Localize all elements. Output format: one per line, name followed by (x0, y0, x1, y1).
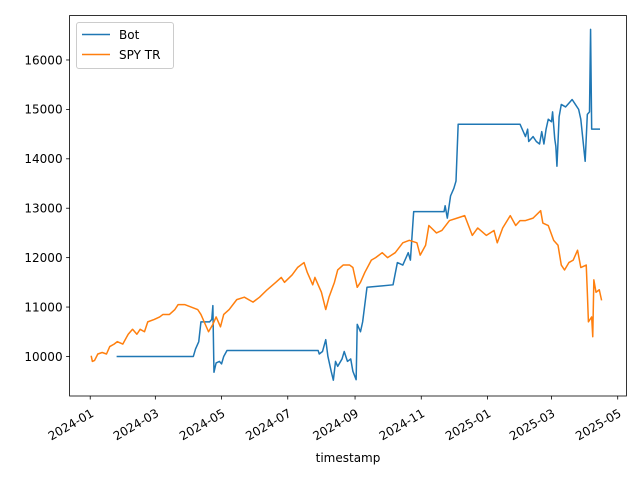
y-tick-label: 13000 (24, 202, 62, 216)
y-tick-label: 15000 (24, 103, 62, 117)
series-line-1 (90, 209, 603, 363)
x-axis: 2024-01 2024-03 2024-05 2024-07 2024-09 2024-… (46, 396, 624, 443)
x-tick-label: 2024-01 (46, 406, 96, 443)
series-layer (90, 28, 603, 381)
y-tick-label: 16000 (24, 53, 62, 67)
y-tick-label: 12000 (24, 251, 62, 265)
plot-frame (69, 15, 627, 397)
x-tick-label: 2024-05 (177, 406, 227, 443)
x-axis-label: timestamp (316, 451, 381, 465)
x-tick-label: 2025-03 (507, 406, 557, 443)
x-tick-label: 2024-07 (243, 406, 293, 443)
legend-entry-1: SPY TR (119, 48, 160, 62)
y-axis: 10000 11000 12000 13000 14000 15000 16000 (24, 53, 70, 364)
x-tick-label: 2024-09 (311, 406, 361, 443)
x-tick-label: 2024-11 (377, 406, 427, 443)
y-tick-label: 10000 (24, 350, 62, 364)
y-tick-label: 11000 (24, 300, 62, 314)
x-tick-label: 2025-01 (443, 406, 493, 443)
x-tick-label: 2024-03 (111, 406, 161, 443)
y-tick-label: 14000 (24, 152, 62, 166)
legend: Bot SPY TR (76, 22, 174, 69)
series-line-0 (116, 28, 601, 381)
x-tick-label: 2025-05 (573, 406, 623, 443)
legend-entry-0: Bot (119, 28, 140, 42)
